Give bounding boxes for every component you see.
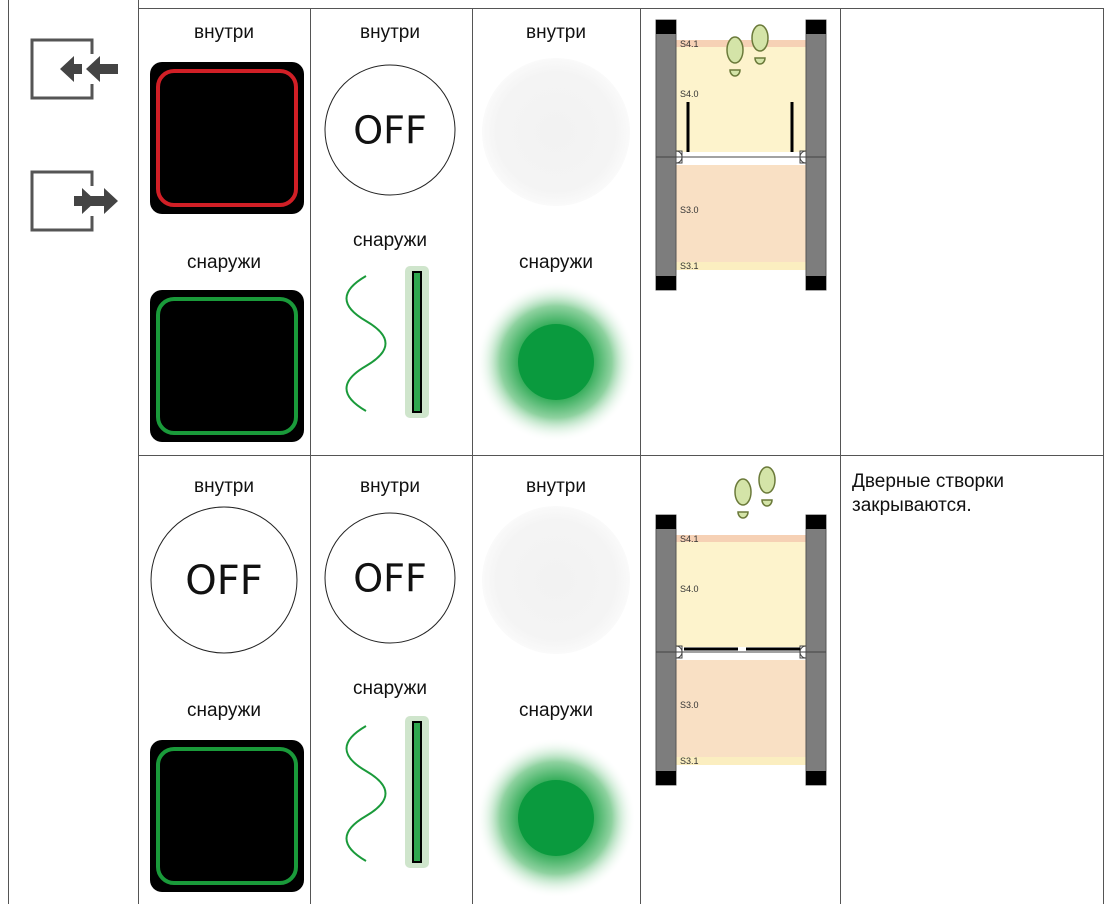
signal-square: [150, 290, 304, 442]
post-cap: [806, 515, 826, 529]
lamp-off: [482, 506, 630, 654]
label: OFF: [353, 108, 427, 152]
post: [805, 19, 827, 291]
off-circle: [324, 64, 456, 196]
footprint-heel: [761, 499, 773, 507]
hinge: [675, 645, 683, 659]
band: [676, 535, 806, 542]
off-circle: [150, 506, 298, 654]
label: снаружи: [187, 252, 261, 273]
footprint-heel: [729, 69, 741, 77]
hinge: [799, 150, 807, 164]
lamp: [518, 324, 594, 400]
zone-s3: [676, 165, 806, 270]
sensor-core: [412, 721, 422, 863]
post-cap: [656, 771, 676, 785]
label: S3.1: [680, 261, 699, 271]
sensor-core: [412, 271, 422, 413]
post: [805, 514, 827, 786]
hinge: [799, 645, 807, 659]
post: [655, 514, 677, 786]
band: [676, 757, 806, 765]
footprint-heel: [754, 57, 766, 65]
post-cap: [656, 20, 676, 34]
label: внутри: [526, 22, 586, 43]
cell-text: Дверные створки закрываются.: [852, 471, 1005, 516]
label: S3.0: [680, 700, 699, 710]
label: S3.0: [680, 205, 699, 215]
label: внутри: [194, 22, 254, 43]
post-cap: [656, 515, 676, 529]
label: S4.0: [680, 89, 699, 99]
post-cap: [806, 771, 826, 785]
lamp-off: [482, 58, 630, 206]
off-circle: [324, 512, 456, 644]
footprint-heel: [737, 511, 749, 519]
lamp: [518, 780, 594, 856]
label: снаружи: [353, 678, 427, 699]
footprint: [726, 36, 744, 64]
icon-arrows: [60, 56, 118, 82]
footprint: [751, 24, 769, 52]
post-cap: [806, 20, 826, 34]
hinge: [675, 150, 683, 164]
signal-frame: [156, 747, 298, 885]
label: S4.0: [680, 584, 699, 594]
signal-frame: [156, 297, 298, 435]
zone-s4: [676, 535, 806, 647]
label: снаружи: [519, 700, 593, 721]
label: снаружи: [187, 700, 261, 721]
icon-arrows: [74, 188, 118, 214]
post-cap: [656, 276, 676, 290]
signal-frame: [156, 69, 298, 207]
post-cap: [806, 276, 826, 290]
label: OFF: [353, 556, 427, 600]
label: S4.1: [680, 39, 699, 49]
label: OFF: [185, 558, 263, 604]
footprint: [758, 466, 776, 494]
signal-square: [150, 740, 304, 892]
post: [655, 19, 677, 291]
zone-s3: [676, 660, 806, 765]
band: [676, 262, 806, 270]
label: внутри: [360, 476, 420, 497]
label: снаружи: [353, 230, 427, 251]
label: S3.1: [680, 756, 699, 766]
icon-frame: [30, 38, 94, 100]
icon-frame: [30, 170, 94, 232]
label: внутри: [194, 476, 254, 497]
label: снаружи: [519, 252, 593, 273]
label: S4.1: [680, 534, 699, 544]
footprint: [734, 478, 752, 506]
label: внутри: [360, 22, 420, 43]
label: внутри: [526, 476, 586, 497]
sensor-wave: [345, 275, 387, 412]
sensor-wave: [345, 725, 387, 862]
signal-square: [150, 62, 304, 214]
